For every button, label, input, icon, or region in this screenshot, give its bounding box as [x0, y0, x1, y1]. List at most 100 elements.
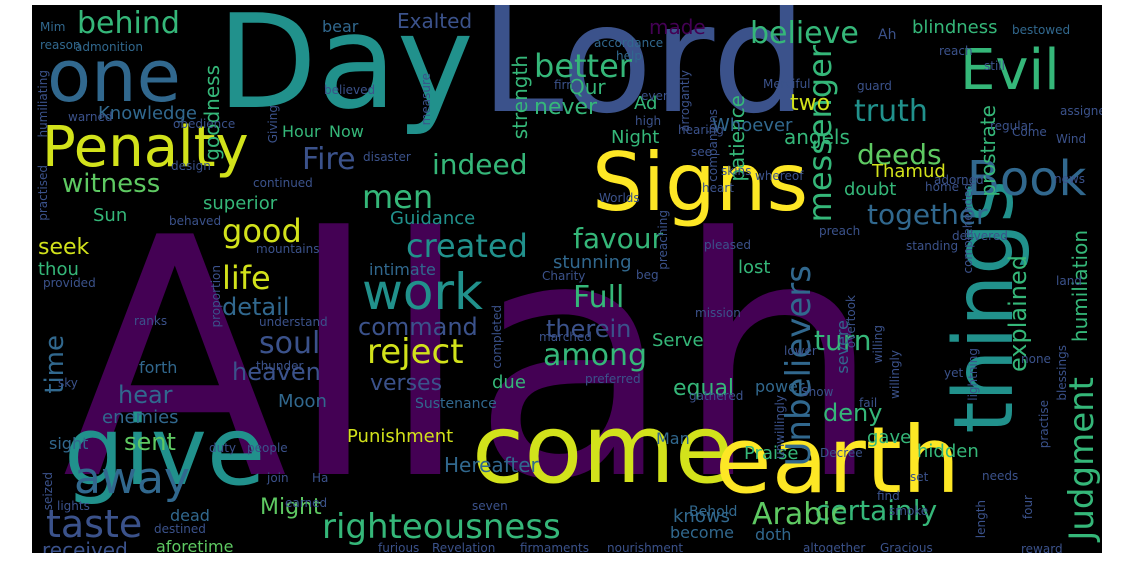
- word-book: Book: [967, 151, 1087, 207]
- word-goodness: goodness: [200, 65, 224, 161]
- word-adorned: adorned: [934, 173, 984, 187]
- word-decree: Decree: [820, 446, 863, 460]
- word-ranks: ranks: [134, 314, 168, 328]
- word-night: Night: [611, 127, 660, 148]
- word-certainly: certainly: [815, 494, 938, 527]
- word-understand: understand: [259, 315, 328, 329]
- word-never: never: [534, 95, 598, 120]
- word-equal: equal: [673, 376, 735, 401]
- word-hidden: hidden: [917, 441, 979, 462]
- word-smoke: smoke: [889, 504, 929, 518]
- word-deny: deny: [823, 399, 883, 427]
- word-pleased: pleased: [704, 238, 751, 252]
- word-seven: seven: [472, 499, 508, 513]
- word-received: received: [42, 538, 128, 553]
- word-reach: reach: [939, 44, 973, 58]
- word-soul: soul: [259, 326, 321, 361]
- word-full: Full: [573, 280, 625, 315]
- word-gracious: Gracious: [880, 541, 933, 553]
- word-day: Day: [217, 5, 474, 138]
- word-moon: Moon: [278, 391, 327, 412]
- word-help: help: [616, 49, 642, 63]
- word-detail: detail: [222, 293, 290, 321]
- word-truth: truth: [854, 94, 928, 129]
- word-aforetime: aforetime: [156, 537, 234, 554]
- word-delivered: delivered: [952, 229, 1008, 243]
- word-believe: believe: [750, 16, 859, 51]
- word-lord: Lord: [480, 5, 807, 147]
- word-work: work: [362, 263, 483, 321]
- word-stunning: stunning: [553, 252, 632, 273]
- word-hereafter: Hereafter: [444, 453, 539, 477]
- word-superior: superior: [203, 193, 278, 214]
- word-therein: therein: [546, 315, 632, 343]
- word-praise: Praise: [744, 443, 799, 464]
- word-firmaments: firmaments: [520, 541, 589, 553]
- word-provided: provided: [43, 276, 96, 290]
- word-heaven: heaven: [232, 358, 321, 386]
- word-join: join: [267, 471, 289, 485]
- word-arabic: Arabic: [752, 497, 848, 532]
- word-preferred: preferred: [585, 372, 641, 386]
- word-doubt: doubt: [844, 179, 897, 200]
- word-beg: beg: [636, 268, 659, 282]
- word-sent: sent: [124, 428, 176, 456]
- word-two: two: [790, 91, 831, 116]
- word-unbelievers: Unbelievers: [779, 265, 819, 467]
- word-exalted: Exalted: [397, 9, 473, 33]
- word-thamud: Thamud: [872, 161, 946, 182]
- word-seized: seized: [41, 472, 55, 511]
- word-gave: gave: [867, 427, 912, 448]
- word-reject: reject: [367, 332, 464, 372]
- word-behaved: behaved: [169, 214, 222, 228]
- word-disaster: disaster: [363, 150, 411, 164]
- word-fire: Fire: [302, 142, 356, 177]
- word-ha: Ha: [312, 471, 329, 485]
- word-none: none: [1021, 352, 1051, 366]
- word-blessings: blessings: [1055, 345, 1069, 401]
- word-fail: fail: [859, 396, 878, 410]
- word-destined: destined: [154, 522, 206, 536]
- word-find: find: [877, 489, 900, 503]
- word-humiliating: humiliating: [36, 70, 50, 138]
- word-punishment: Punishment: [347, 426, 454, 447]
- word-forth: forth: [139, 358, 178, 377]
- word-charity: Charity: [542, 269, 586, 283]
- word-blindness: blindness: [912, 17, 998, 38]
- word-heart: heart: [702, 181, 734, 195]
- word-created: created: [406, 227, 528, 265]
- word-needs: needs: [982, 469, 1019, 483]
- word-altogether: altogether: [803, 541, 866, 553]
- word-nourishment: nourishment: [607, 541, 684, 553]
- word-deeds: deeds: [857, 138, 942, 171]
- word-angels: angels: [784, 125, 850, 149]
- word-verses: verses: [370, 371, 443, 396]
- word-lights: lights: [57, 499, 90, 513]
- word-accordance: accordance: [594, 36, 664, 50]
- word-serve: Serve: [652, 330, 704, 351]
- word-intimate: intimate: [369, 260, 436, 279]
- word-men: men: [362, 178, 434, 216]
- word-lost: lost: [738, 257, 771, 278]
- word-measure: measure: [419, 73, 433, 126]
- word-unwillingly: unwillingly: [773, 395, 787, 460]
- word-furious: furious: [378, 541, 420, 553]
- word-worlds: Worlds: [599, 191, 640, 205]
- word-hear: hear: [118, 381, 173, 409]
- word-come: come: [472, 395, 734, 505]
- word-four: four: [1021, 495, 1035, 520]
- word-reward: reward: [1021, 542, 1063, 553]
- word-completed: completed: [490, 305, 504, 369]
- word-might: Might: [260, 495, 322, 520]
- word-still: still: [984, 59, 1005, 73]
- word-assigned: assigned: [1060, 104, 1102, 118]
- word-ad: Ad: [634, 93, 658, 114]
- word-reason: reason: [40, 38, 81, 52]
- word-skins: skins: [721, 164, 752, 178]
- word-behold: Behold: [689, 504, 738, 520]
- word-sun: Sun: [93, 205, 128, 226]
- word-preach: preach: [819, 224, 861, 238]
- word-warned: warned: [68, 110, 113, 124]
- word-signs: Signs: [592, 136, 809, 229]
- word-guidance: Guidance: [390, 208, 476, 229]
